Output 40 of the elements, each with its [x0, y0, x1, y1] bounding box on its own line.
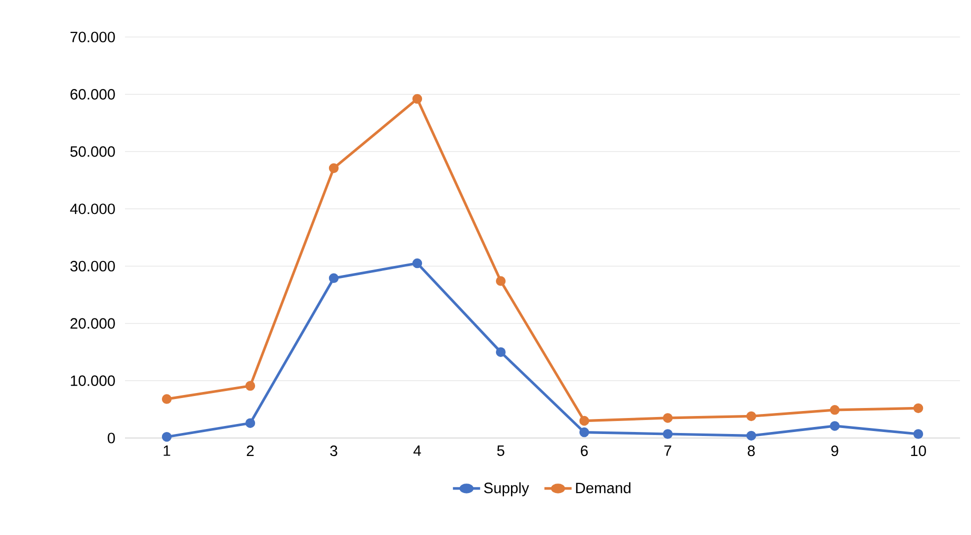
point [662, 413, 673, 423]
y-tick-label: 50.000 [70, 146, 115, 157]
point [746, 411, 756, 422]
y-tick-label: 30.000 [70, 260, 115, 272]
x-tick-label: 5 [497, 446, 504, 456]
x-tick-label: 1 [164, 446, 170, 456]
x-tick-label: 2 [246, 446, 254, 456]
point [328, 273, 339, 284]
x-tick-label: 8 [748, 446, 755, 456]
x-tick-label: 7 [664, 446, 672, 456]
y-tick-label: 60.000 [70, 88, 115, 100]
point [579, 427, 590, 438]
point [913, 403, 924, 414]
y-tick-label: 40.000 [70, 204, 115, 214]
x-tick-label: 4 [413, 446, 421, 456]
legend-label: Supply [484, 482, 530, 496]
point [579, 416, 590, 426]
y-tick-label: 0 [108, 432, 115, 444]
point [162, 432, 172, 442]
y-tick-label: 20.000 [70, 318, 115, 329]
point [245, 380, 256, 391]
point [245, 418, 256, 428]
point [162, 394, 172, 404]
y-tick-label: 10.000 [70, 375, 115, 386]
point [662, 429, 673, 439]
point [496, 347, 506, 357]
x-tick-label: 10 [911, 446, 926, 456]
x-tick-label: 6 [580, 446, 588, 456]
legend-label: Demand [576, 482, 630, 494]
point [746, 430, 756, 441]
x-tick-label: 9 [831, 446, 838, 456]
point [412, 94, 422, 104]
x-tick-label: 3 [330, 446, 338, 456]
point [496, 276, 506, 286]
point [328, 163, 339, 174]
y-tick-label: 70.000 [70, 32, 115, 42]
point [412, 258, 422, 268]
point [830, 405, 840, 415]
point [830, 421, 840, 431]
point [913, 429, 924, 439]
